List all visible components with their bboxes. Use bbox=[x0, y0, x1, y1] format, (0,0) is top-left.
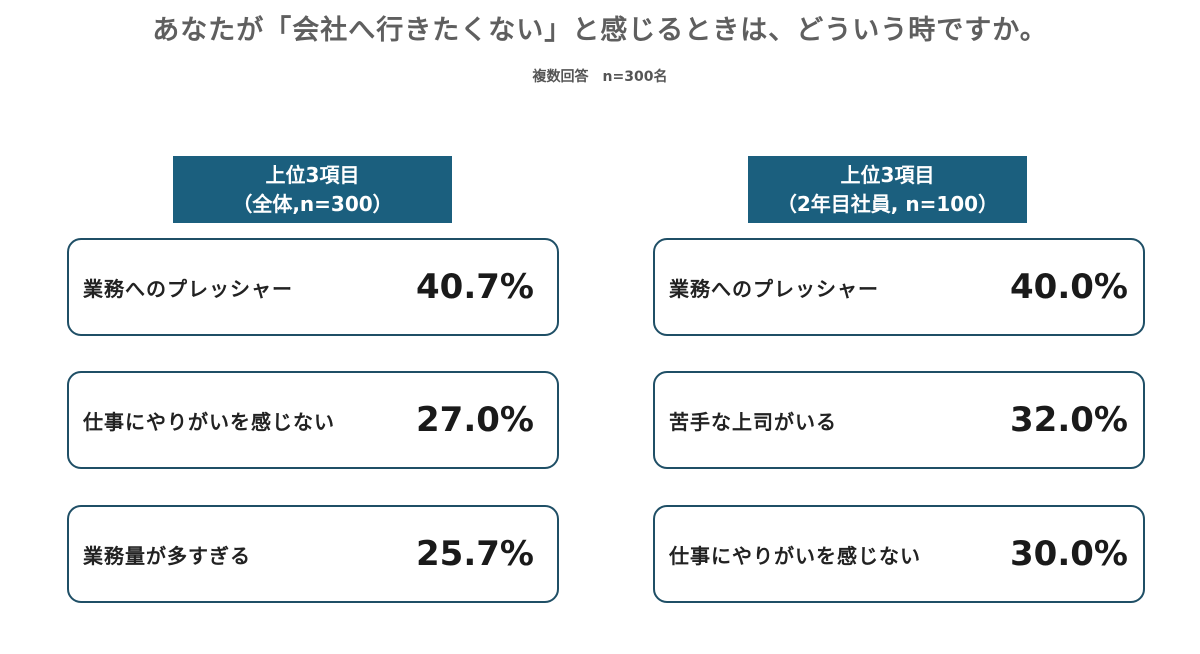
result-row-second-year-2: 苦手な上司がいる 32.0% bbox=[653, 371, 1145, 469]
result-label: 苦手な上司がいる bbox=[669, 409, 837, 434]
panel-header-second-year: 上位3項目 （2年目社員, n=100） bbox=[748, 156, 1027, 223]
result-value: 27.0% bbox=[416, 400, 534, 440]
result-value: 40.0% bbox=[1010, 267, 1128, 307]
result-label: 業務へのプレッシャー bbox=[669, 276, 879, 301]
panel-header-sample: （2年目社員, n=100） bbox=[776, 191, 999, 216]
result-row-overall-3: 業務量が多すぎる 25.7% bbox=[67, 505, 559, 603]
result-label: 仕事にやりがいを感じない bbox=[669, 543, 921, 568]
result-label: 仕事にやりがいを感じない bbox=[83, 409, 335, 434]
chart-subtitle: 複数回答 n=300名 bbox=[532, 69, 668, 85]
result-row-overall-2: 仕事にやりがいを感じない 27.0% bbox=[67, 371, 559, 469]
result-row-second-year-3: 仕事にやりがいを感じない 30.0% bbox=[653, 505, 1145, 603]
panel-header-title: 上位3項目 bbox=[265, 162, 360, 187]
panel-header-overall: 上位3項目 （全体,n=300） bbox=[173, 156, 452, 223]
result-label: 業務量が多すぎる bbox=[83, 543, 251, 568]
result-label: 業務へのプレッシャー bbox=[83, 276, 293, 301]
chart-title: あなたが「会社へ行きたくない」と感じるときは、どういう時ですか。 bbox=[152, 15, 1048, 46]
result-row-second-year-1: 業務へのプレッシャー 40.0% bbox=[653, 238, 1145, 336]
result-value: 32.0% bbox=[1010, 400, 1128, 440]
result-row-overall-1: 業務へのプレッシャー 40.7% bbox=[67, 238, 559, 336]
result-value: 25.7% bbox=[416, 534, 534, 574]
result-value: 30.0% bbox=[1010, 534, 1128, 574]
result-value: 40.7% bbox=[416, 267, 534, 307]
panel-header-sample: （全体,n=300） bbox=[232, 191, 393, 216]
panel-header-title: 上位3項目 bbox=[840, 162, 935, 187]
